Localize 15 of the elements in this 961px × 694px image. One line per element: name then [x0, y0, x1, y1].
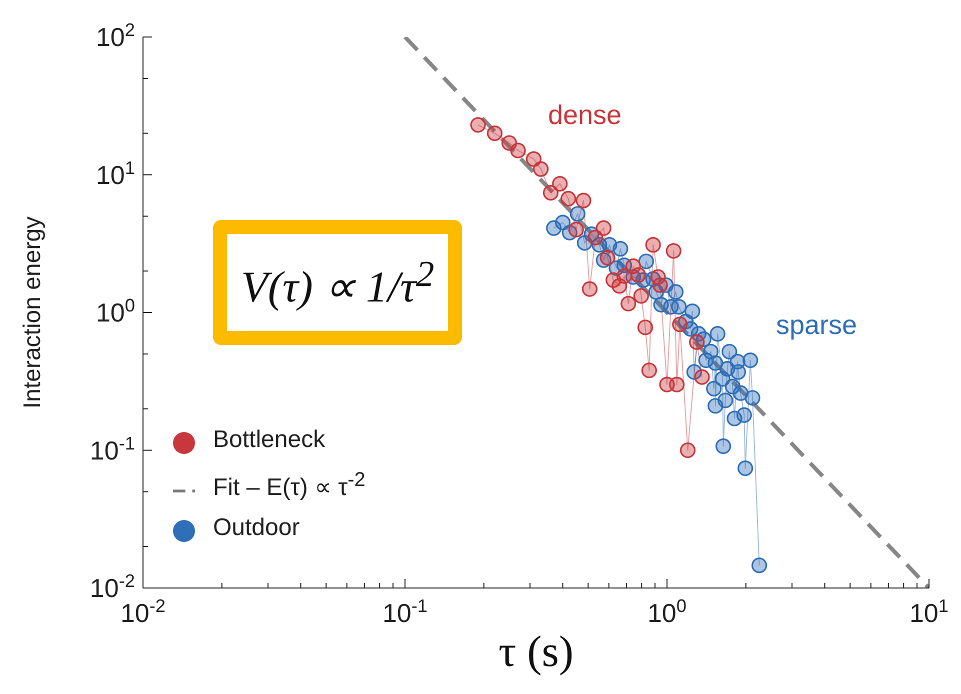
x-tick-label: 10$^{1}$ [909, 596, 949, 628]
y-tick-label: 10$^{0}$ [96, 296, 135, 328]
annotation: sparse [776, 310, 858, 341]
legend-label: Outdoor [213, 514, 300, 541]
x-axis-title: τ (s) [498, 627, 574, 676]
y-tick-label: 10$^{1}$ [96, 158, 135, 190]
annotation: dense [548, 100, 622, 131]
y-tick-label: 10$^{-1}$ [90, 433, 135, 466]
y-tick-label: 10$^{2}$ [96, 20, 135, 52]
legend-label: Bottleneck [213, 426, 326, 453]
x-tick-label: 10$^{-1}$ [382, 596, 428, 628]
legend-label: Fit – E(τ) ∝ τ$^{-2}$ [213, 469, 366, 501]
formula-frame: V(τ) ∝ 1/τ$^{2}$ [213, 220, 462, 345]
x-tick-label: 10$^{0}$ [647, 596, 687, 628]
y-axis-title: Interaction energy [19, 216, 46, 409]
